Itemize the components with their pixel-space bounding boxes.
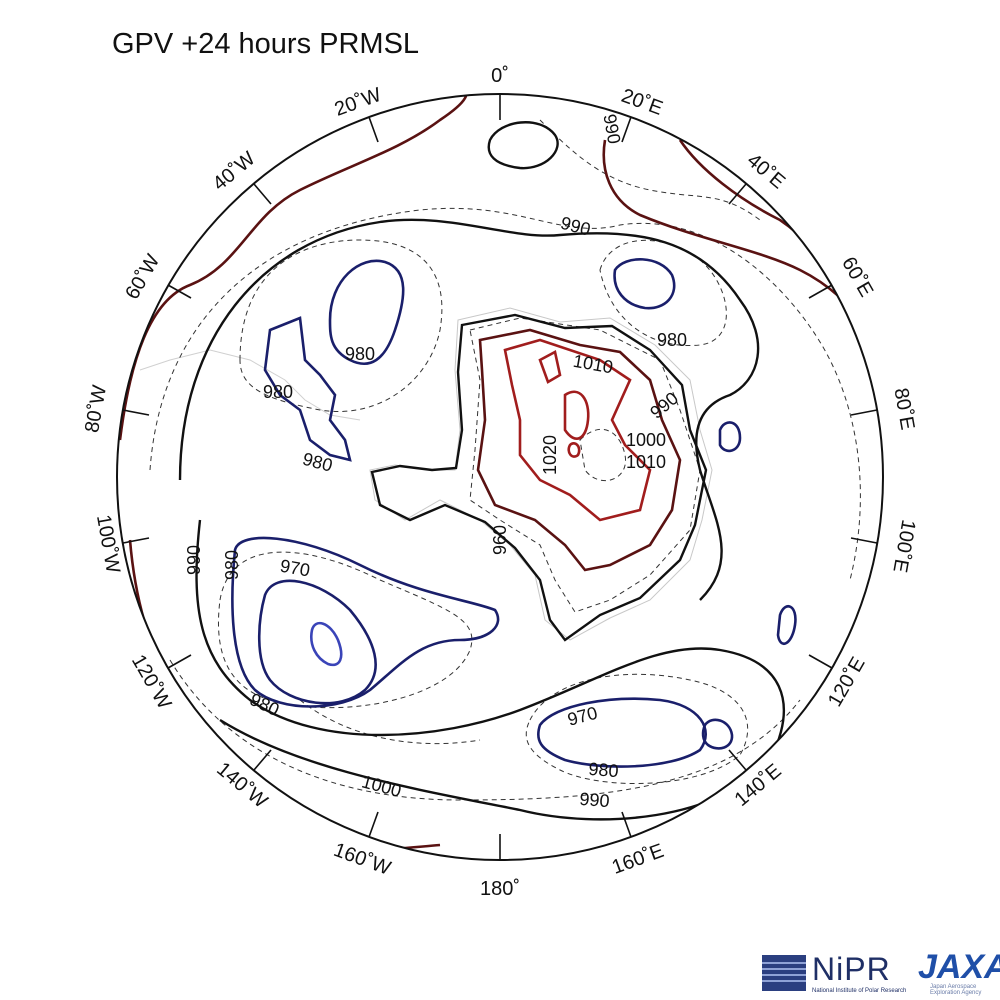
deep-low-contours	[310, 621, 343, 667]
lon-label: 160˚W	[331, 839, 394, 880]
lon-label: 60˚E	[837, 253, 877, 301]
lon-label: 80˚W	[81, 383, 111, 434]
graticule-ticks	[122, 94, 878, 860]
map-title: GPV +24 hours PRMSL	[112, 28, 420, 60]
contour-label: 1010	[626, 452, 666, 472]
jaxa-logo-text: JAXA	[918, 948, 1000, 986]
nipr-logo-icon	[762, 955, 806, 991]
contour-label: 960	[490, 525, 510, 555]
lon-label: 180˚	[480, 878, 520, 900]
jaxa-caption: Japan Aerospace Exploration Agency	[930, 984, 982, 996]
lon-label: 80˚E	[889, 386, 918, 431]
lon-label: 100˚E	[888, 518, 919, 574]
map-disk	[117, 94, 883, 860]
contour-label: 980	[588, 759, 620, 782]
contour-labels: 990 990 980 980 980 980 1010 990 1000 10…	[184, 112, 687, 811]
peninsula-coastline	[139, 349, 361, 421]
contour-label: 980	[222, 550, 242, 580]
low-contours	[231, 258, 797, 768]
contour-label: 990	[184, 545, 204, 575]
lon-label: 160˚E	[609, 840, 667, 879]
lon-label: 60˚W	[121, 251, 164, 303]
contour-label: 980	[657, 330, 687, 350]
contour-label: 980	[345, 344, 375, 364]
nipr-caption: National Institute of Polar Research	[812, 988, 907, 994]
nipr-logo-text: NiPR	[812, 951, 891, 987]
contour-label: 980	[263, 382, 293, 402]
deep-high-contours	[503, 338, 652, 522]
map-border	[116, 93, 884, 861]
contour-label: 990	[579, 789, 611, 812]
neutral-contours	[178, 121, 785, 821]
contour-label: 1000	[626, 430, 666, 450]
contour-label: 1020	[540, 435, 560, 475]
lon-label: 0˚	[491, 65, 509, 87]
